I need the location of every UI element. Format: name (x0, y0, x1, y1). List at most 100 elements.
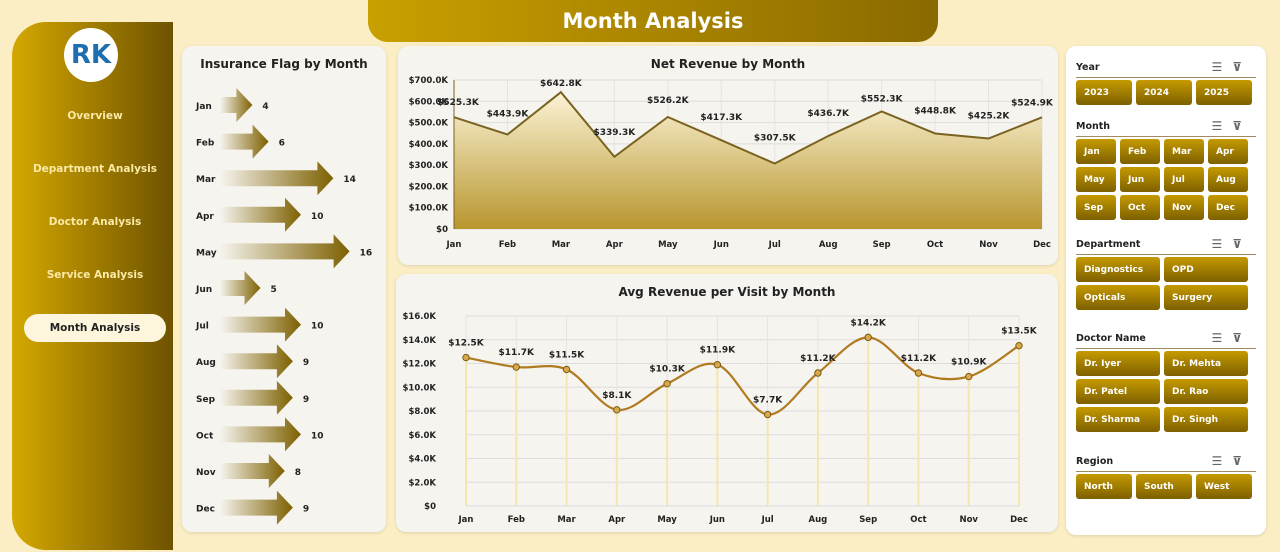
nav-month-analysis[interactable]: Month Analysis (24, 314, 166, 342)
slicer-button[interactable]: Opticals (1076, 285, 1160, 310)
x-tick-label: Sep (859, 515, 877, 525)
slicer-header: Doctor Name ☰⊽ (1076, 329, 1256, 349)
bar-arrow (220, 88, 253, 122)
slicer-header: Year ☰⊽ (1076, 58, 1256, 78)
y-tick-label: $600.0K (409, 97, 449, 107)
x-tick-label: Jul (768, 240, 781, 250)
data-label: $8.1K (602, 391, 632, 401)
data-label: $10.9K (951, 358, 987, 368)
slicer-button[interactable]: May (1076, 167, 1116, 192)
slicer-button[interactable]: West (1196, 474, 1252, 499)
slicer-button[interactable]: Jul (1164, 167, 1204, 192)
x-tick-label: Jun (713, 240, 729, 250)
slicer-button[interactable]: Nov (1164, 195, 1204, 220)
slicer-header: Department ☰⊽ (1076, 235, 1256, 255)
data-label: $11.9K (700, 346, 736, 356)
bar-arrow (220, 271, 261, 305)
y-tick-label: $12.0K (403, 360, 437, 370)
x-tick-label: Apr (608, 515, 626, 525)
slicer-button[interactable]: Mar (1164, 139, 1204, 164)
slicer-button[interactable]: Dr. Rao (1164, 379, 1248, 404)
month-label: Sep (196, 395, 216, 405)
slicer-button[interactable]: Oct (1120, 195, 1160, 220)
slicer-button[interactable]: Dec (1208, 195, 1248, 220)
slicer-button[interactable]: Dr. Singh (1164, 407, 1248, 432)
data-label: $13.5K (1001, 327, 1037, 337)
slicer-button[interactable]: Jun (1120, 167, 1160, 192)
slicer-button[interactable]: South (1136, 474, 1192, 499)
multi-select-and-clear-filter-icons[interactable]: ☰⊽ (1211, 331, 1252, 345)
nav-department-analysis[interactable]: Department Analysis (32, 163, 158, 175)
page-title: Month Analysis (368, 0, 938, 42)
chart-title: Insurance Flag by Month (200, 57, 368, 71)
y-tick-label: $0 (424, 502, 436, 512)
y-tick-label: $10.0K (403, 383, 437, 393)
data-point (512, 363, 520, 371)
data-label: 9 (303, 395, 309, 405)
month-label: Aug (196, 358, 216, 368)
month-label: Mar (196, 175, 216, 185)
month-label: Nov (196, 468, 216, 478)
slicer-button[interactable]: Diagnostics (1076, 257, 1160, 282)
y-tick-label: $200.0K (409, 182, 449, 192)
x-tick-label: May (658, 240, 678, 250)
slicer-button[interactable]: Surgery (1164, 285, 1248, 310)
data-label: $552.3K (861, 94, 904, 104)
data-label: 10 (311, 431, 324, 441)
data-label: $339.3K (594, 128, 637, 138)
nav-doctor-analysis[interactable]: Doctor Analysis (48, 216, 142, 228)
month-label: Oct (196, 431, 214, 441)
slicer-button[interactable]: Apr (1208, 139, 1248, 164)
data-label: $12.5K (448, 339, 484, 349)
slicer-button[interactable]: Sep (1076, 195, 1116, 220)
x-tick-label: Feb (508, 515, 525, 525)
y-tick-label: $16.0K (403, 312, 437, 322)
slicer-button[interactable]: 2023 (1076, 80, 1132, 105)
data-label: $11.7K (499, 348, 535, 358)
bar-arrow (220, 197, 301, 232)
y-tick-label: $0 (436, 225, 448, 235)
slicer-button[interactable]: 2025 (1196, 80, 1252, 105)
avg-revenue-chart: $0 $2.0K $4.0K $6.0K $8.0K $10.0K $12.0K $14.0K… (403, 312, 1038, 525)
bar-arrow (220, 307, 301, 342)
x-tick-label: Mar (552, 240, 571, 250)
data-label: 10 (311, 212, 324, 222)
data-point (914, 369, 923, 377)
x-tick-label: Jun (709, 515, 725, 525)
slicer-button[interactable]: 2024 (1136, 80, 1192, 105)
slicer-button[interactable]: Dr. Patel (1076, 379, 1160, 404)
slicer-header: Region ☰⊽ (1076, 452, 1256, 472)
slicer-button[interactable]: Dr. Sharma (1076, 407, 1160, 432)
bar-arrow (220, 124, 269, 159)
month-label: Jan (195, 102, 212, 112)
multi-select-and-clear-filter-icons[interactable]: ☰⊽ (1211, 454, 1252, 468)
slicer-button[interactable]: Aug (1208, 167, 1248, 192)
slicer-button[interactable]: OPD (1164, 257, 1248, 282)
multi-select-and-clear-filter-icons[interactable]: ☰⊽ (1211, 119, 1252, 133)
nav-overview[interactable]: Overview (67, 110, 123, 122)
slicer-button[interactable]: Jan (1076, 139, 1116, 164)
data-label: $11.5K (549, 350, 585, 360)
data-label: 9 (303, 505, 309, 515)
data-label: $436.7K (807, 109, 850, 119)
multi-select-and-clear-filter-icons[interactable]: ☰⊽ (1211, 60, 1252, 74)
data-label: $11.2K (800, 354, 836, 364)
slicer-button[interactable]: Dr. Mehta (1164, 351, 1248, 376)
net-revenue-chart: $0 $100.0K $200.0K $300.0K $400.0K $500.0K $60… (409, 76, 1054, 250)
x-tick-label: Feb (499, 240, 516, 250)
slicer-label: Year (1076, 62, 1100, 73)
insurance-flag-chart: Jan 4 Feb 6 Mar 14 Apr 10 May 16 Jun 5 Jul 10 Aug 9 Sep 9… (195, 88, 372, 525)
multi-select-and-clear-filter-icons[interactable]: ☰⊽ (1211, 237, 1252, 251)
y-tick-label: $100.0K (409, 204, 449, 214)
slicer-button[interactable]: North (1076, 474, 1132, 499)
slicer-button[interactable]: Feb (1120, 139, 1160, 164)
data-label: 14 (343, 175, 356, 185)
bar-arrow (220, 234, 350, 269)
nav-service-analysis[interactable]: Service Analysis (46, 269, 144, 281)
data-point (864, 333, 872, 342)
sidebar: RK Overview Department Analysis Doctor A… (12, 22, 173, 550)
series-line (465, 336, 1020, 416)
y-tick-label: $6.0K (408, 431, 436, 441)
slicer-button[interactable]: Dr. Iyer (1076, 351, 1160, 376)
data-label: 9 (303, 358, 309, 368)
